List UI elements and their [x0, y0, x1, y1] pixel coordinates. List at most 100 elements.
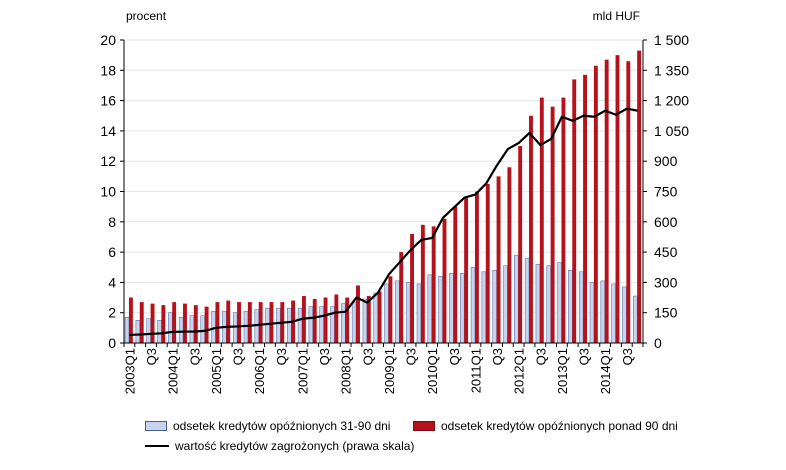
- x-tick-label: Q3: [620, 348, 635, 365]
- bar-over-90: [637, 50, 642, 343]
- y-tick-label-left: 2: [108, 305, 116, 321]
- y-axis-right-ticks: 0 150 300 450 600 750 900 1 050 1 200 1 350 1 500: [643, 32, 689, 351]
- bar-31-90: [287, 307, 292, 344]
- bar-31-90: [405, 282, 411, 344]
- x-tick-label: Q3: [317, 348, 332, 365]
- bar-over-90: [399, 252, 404, 343]
- bar-over-90: [420, 224, 425, 343]
- bar-31-90: [503, 265, 508, 344]
- bar-over-90: [539, 97, 544, 343]
- x-tick-label: 2004Q1: [166, 348, 181, 394]
- x-tick-label: 2007Q1: [295, 348, 310, 394]
- bar-31-90: [178, 316, 184, 344]
- x-tick-label: 2006Q1: [252, 348, 267, 394]
- bar-31-90: [600, 280, 605, 344]
- bar-over-90: [583, 74, 587, 343]
- bar-over-90: [442, 218, 447, 343]
- bar-31-90: [589, 282, 595, 344]
- bar-31-90: [362, 298, 368, 344]
- legend-item-value: wartość kredytów zagrożonych (prawa skal…: [145, 439, 414, 453]
- y-tick-label-left: 4: [108, 274, 116, 290]
- bar-over-90: [161, 305, 166, 343]
- bar-31-90: [254, 309, 259, 344]
- bar-31-90: [341, 303, 346, 344]
- bar-31-90: [319, 306, 324, 344]
- bar-over-90: [561, 97, 566, 343]
- bar-over-90: [334, 294, 339, 343]
- bar-31-90: [546, 265, 551, 344]
- bar-over-90: [550, 106, 555, 343]
- bar-over-90: [237, 302, 241, 343]
- bar-31-90: [438, 276, 443, 344]
- bar-over-90: [388, 276, 393, 343]
- bar-31-90: [470, 267, 476, 344]
- x-tick-label: 2005Q1: [209, 348, 224, 394]
- legend-item-over-90: odsetek kredytów opóźnionych ponad 90 dn…: [413, 419, 678, 433]
- bar-31-90: [395, 280, 400, 344]
- bar-over-90: [464, 197, 469, 343]
- bar-31-90: [568, 270, 573, 344]
- bar-31-90: [384, 283, 389, 344]
- bar-over-90: [150, 303, 155, 343]
- bar-over-90: [626, 61, 631, 344]
- bar-31-90: [135, 320, 141, 344]
- x-tick-label: Q3: [577, 348, 592, 365]
- bar-over-90: [215, 302, 220, 343]
- y-tick-label-left: 0: [108, 335, 116, 351]
- x-tick-label: Q3: [404, 348, 419, 365]
- y-tick-label-right: 900: [654, 153, 678, 169]
- bar-over-90: [366, 296, 371, 343]
- bar-over-90: [226, 300, 231, 343]
- y-tick-label-right: 1 050: [654, 123, 689, 139]
- x-tick-label: Q3: [490, 348, 505, 365]
- x-tick-label: 2008Q1: [339, 348, 354, 394]
- x-tick-label: 2009Q1: [382, 348, 397, 394]
- legend-label-value: wartość kredytów zagrożonych (prawa skal…: [175, 439, 415, 453]
- x-tick-label: 2014Q1: [598, 348, 613, 394]
- bar-31-90: [157, 320, 162, 344]
- y-tick-label-right: 750: [654, 184, 678, 200]
- bar-over-90: [604, 59, 609, 343]
- bar-over-90: [312, 299, 317, 343]
- bar-over-90: [356, 285, 360, 343]
- legend-swatch-31-90: [145, 421, 167, 431]
- x-axis-ticks: 2003Q1 Q3 2004Q1 Q3 2005Q1 Q3 2006Q1 Q3 2007Q1 Q3…: [122, 343, 644, 394]
- x-tick-label: 2011Q1: [468, 348, 483, 393]
- bar-31-90: [373, 292, 378, 344]
- bar-over-90: [529, 115, 533, 343]
- x-tick-label: 2003Q1: [122, 348, 137, 394]
- right-axis-unit: mld HUF: [593, 9, 640, 23]
- x-tick-label: Q3: [187, 348, 202, 365]
- y-tick-label-right: 1 200: [654, 93, 689, 109]
- bar-31-90: [189, 315, 195, 344]
- legend-swatch-over-90: [413, 421, 435, 431]
- bar-31-90: [633, 295, 638, 344]
- bar-31-90: [578, 271, 584, 344]
- x-tick-label: Q3: [144, 348, 159, 365]
- bar-31-90: [492, 270, 497, 344]
- bar-31-90: [535, 263, 541, 344]
- bar-31-90: [265, 307, 270, 344]
- y-tick-label-right: 150: [654, 305, 678, 321]
- y-tick-label-left: 6: [108, 244, 116, 260]
- bar-over-90: [269, 302, 274, 343]
- bar-over-90: [139, 302, 144, 343]
- x-tick-label: 2012Q1: [512, 348, 527, 394]
- bar-31-90: [146, 318, 151, 344]
- bar-over-90: [453, 206, 458, 343]
- legend-label-over-90: odsetek kredytów opóźnionych ponad 90 dn…: [441, 419, 678, 433]
- x-tick-label: Q3: [231, 348, 246, 365]
- bar-31-90: [622, 286, 627, 344]
- bar-31-90: [524, 257, 530, 344]
- line-value: [129, 107, 638, 337]
- bar-over-90: [204, 306, 209, 343]
- bar-31-90: [124, 316, 130, 344]
- y-tick-label-left: 16: [100, 93, 116, 109]
- bar-over-90: [485, 183, 490, 343]
- bar-31-90: [276, 307, 281, 344]
- y-tick-label-right: 450: [654, 244, 678, 260]
- bar-31-90: [232, 312, 238, 344]
- bar-31-90: [460, 273, 465, 344]
- bar-over-90: [172, 302, 177, 343]
